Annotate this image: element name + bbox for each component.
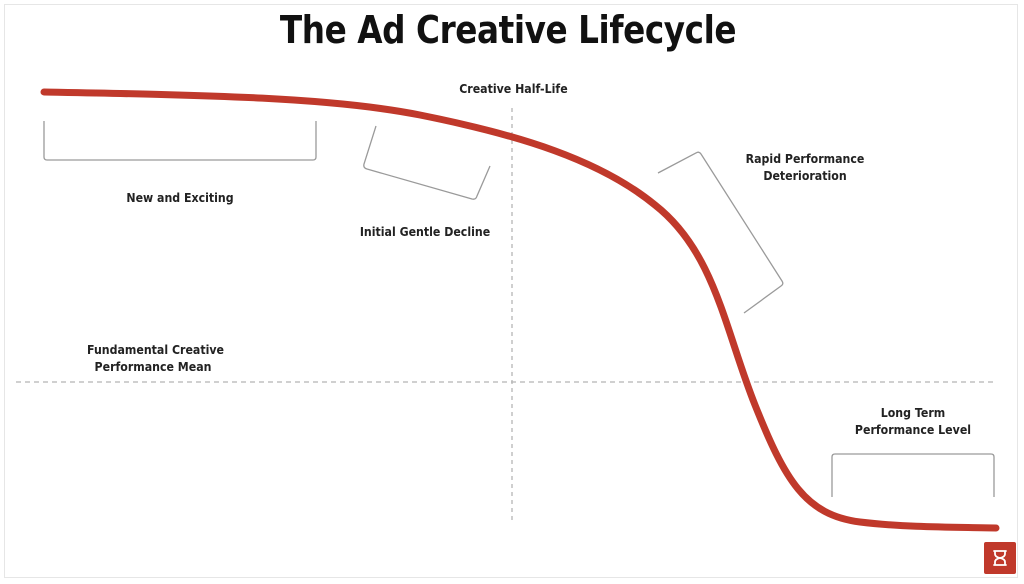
long-label-line2: Performance Level — [854, 422, 972, 437]
lifecycle-curve — [40, 88, 1000, 532]
long-term-label: Long Term Performance Level — [847, 404, 979, 438]
gentle-decline-label: Initial Gentle Decline — [359, 224, 491, 239]
hourglass-icon — [993, 550, 1007, 566]
new-exciting-bracket — [43, 121, 317, 161]
mean-label-line2: Performance Mean — [94, 359, 212, 374]
gentle-decline-bracket — [363, 125, 491, 200]
performance-mean-label: Fundamental Creative Performance Mean — [87, 341, 225, 375]
rapid-label-line1: Rapid Performance — [745, 151, 865, 166]
brand-logo-icon — [984, 542, 1016, 574]
rapid-deterioration-label: Rapid Performance Deterioration — [739, 150, 871, 184]
rapid-deterioration-bracket — [657, 151, 784, 314]
long-term-bracket — [831, 453, 995, 497]
mean-label-line1: Fundamental Creative — [87, 342, 225, 357]
new-exciting-label: New and Exciting — [126, 190, 234, 205]
half-life-label: Creative Half-Life — [459, 81, 568, 96]
diagram-frame — [4, 4, 1018, 578]
rapid-label-line2: Deterioration — [763, 168, 847, 183]
diagram-title: The Ad Creative Lifecycle — [279, 8, 737, 52]
long-label-line1: Long Term — [880, 405, 946, 420]
